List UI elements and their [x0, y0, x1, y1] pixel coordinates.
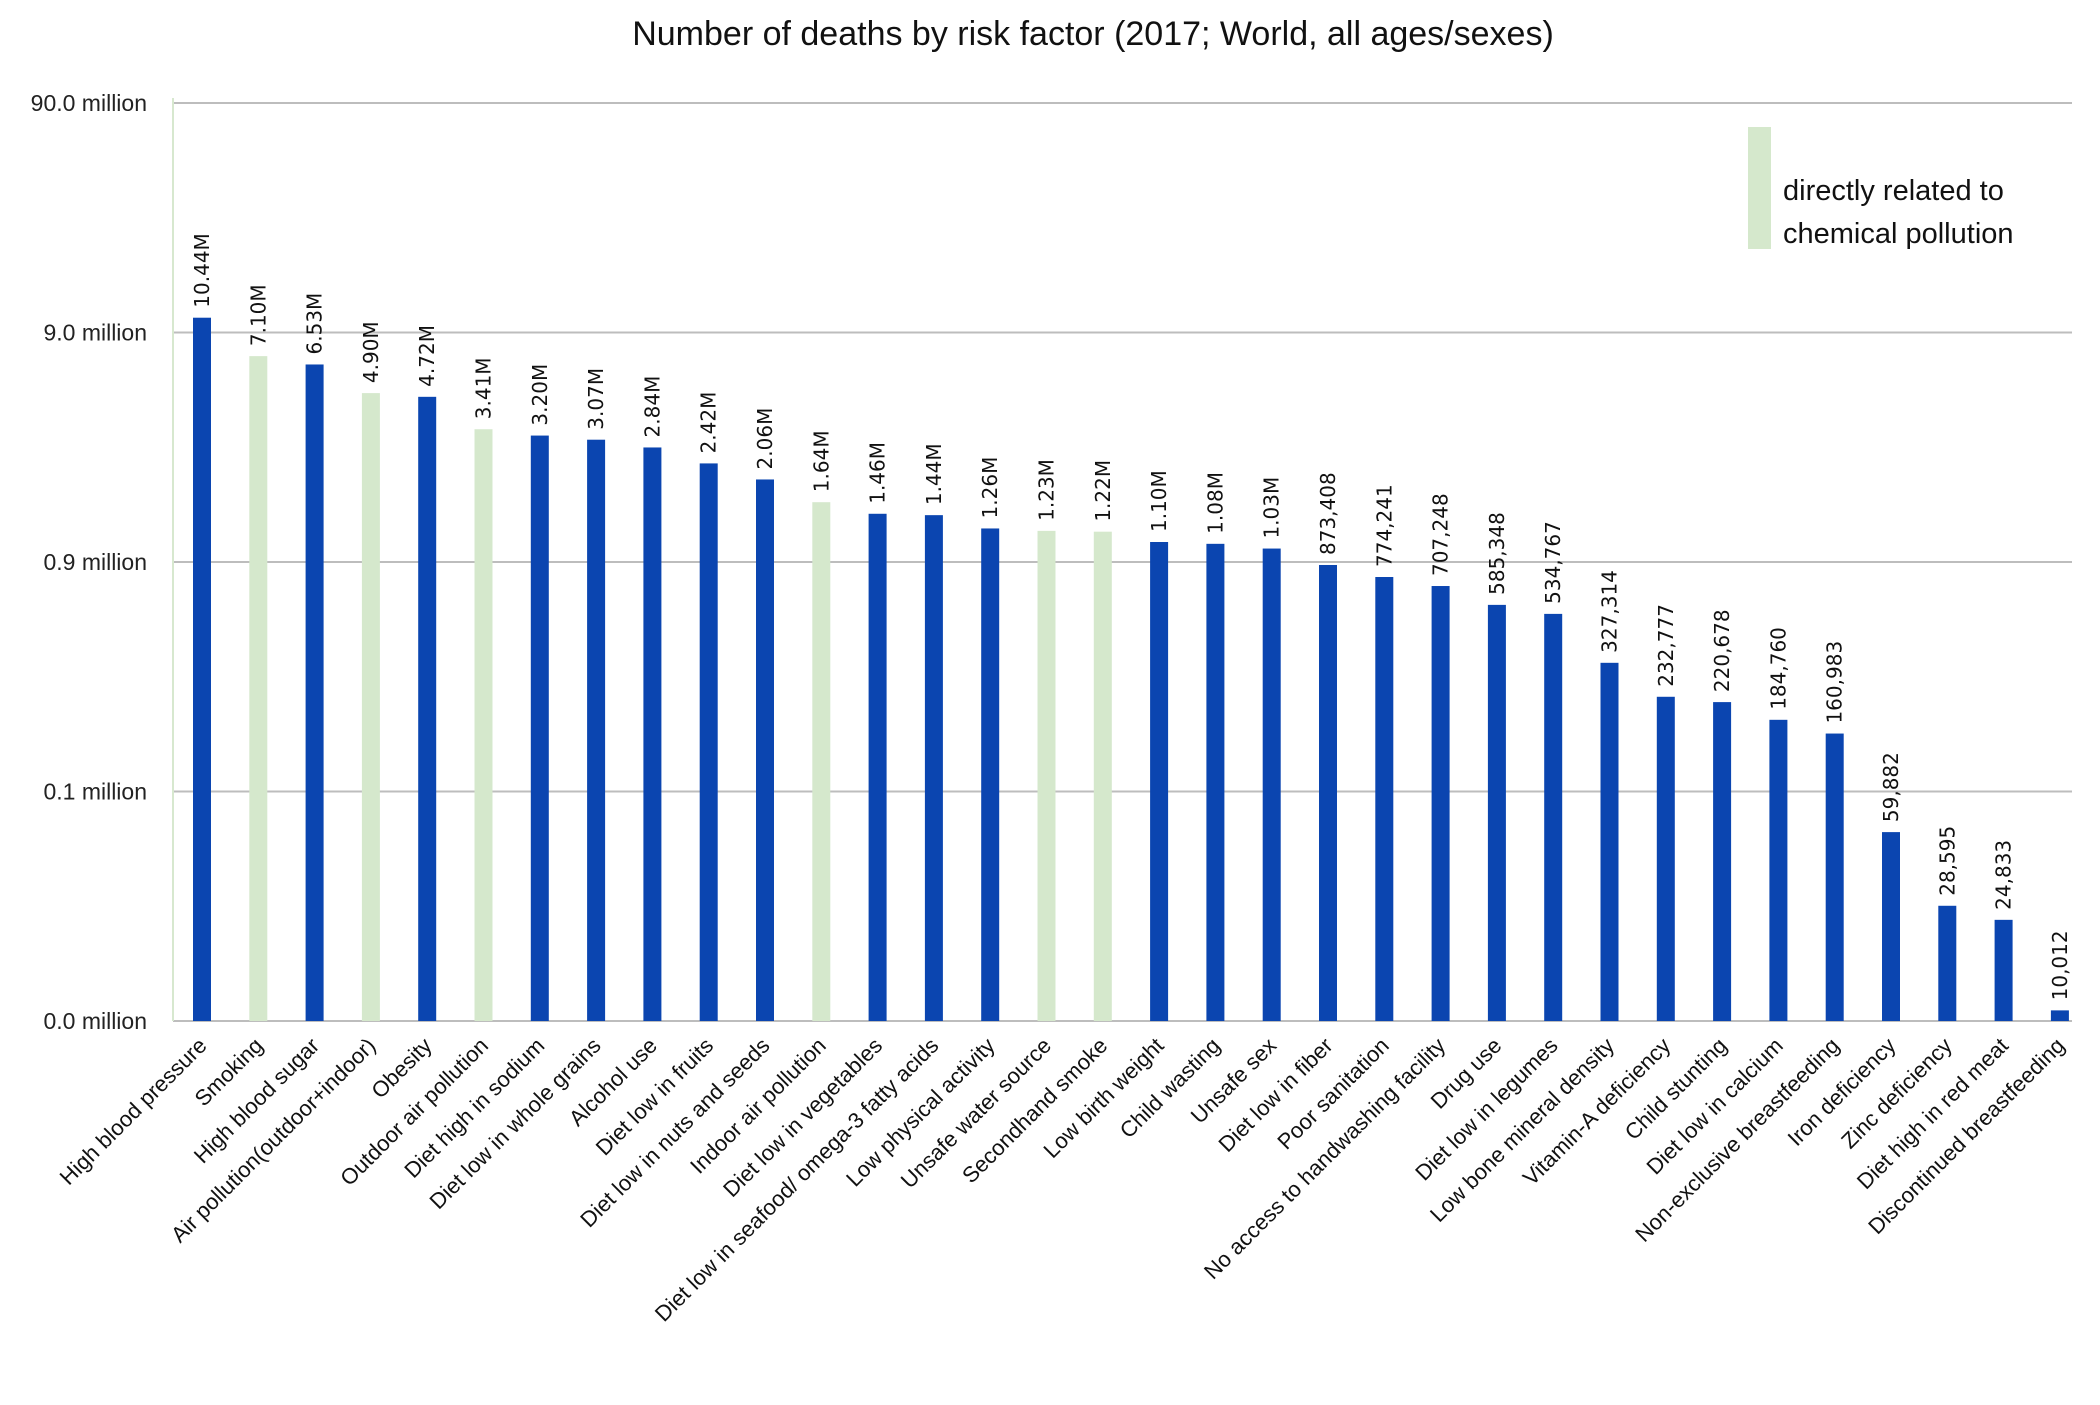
bar [1093, 531, 1112, 1021]
bar [1994, 919, 2013, 1021]
data-label: 220,678 [1710, 609, 1734, 692]
bar [1656, 696, 1675, 1021]
data-label: 1.46M [866, 442, 890, 504]
bar [924, 515, 943, 1021]
bar [418, 396, 437, 1021]
bar [1319, 564, 1337, 1021]
bar [1882, 832, 1900, 1021]
y-axis-ticks: 90.0 million 9.0 million 0.9 million 0.1 mi… [31, 90, 147, 1034]
bar [643, 447, 662, 1021]
chart-title: Number of deaths by risk factor (2017; W… [632, 15, 1554, 53]
data-label: 2.42M [697, 392, 721, 454]
bar [1206, 543, 1225, 1021]
data-label: 4.90M [359, 321, 383, 383]
data-label: 2.06M [753, 408, 777, 470]
y-tick-label: 90.0 million [31, 90, 147, 116]
data-label: 3.20M [528, 364, 552, 426]
data-label: 1.08M [1203, 472, 1227, 534]
bar [868, 513, 887, 1021]
legend-swatch [1748, 127, 1771, 249]
data-label: 2.84M [640, 376, 664, 438]
data-label: 1.22M [1091, 460, 1115, 522]
legend-label-line-1: directly related to [1783, 175, 2004, 207]
bar [1544, 613, 1563, 1021]
bar [1769, 719, 1788, 1021]
data-label: 534,767 [1541, 521, 1565, 604]
bar [1431, 586, 1450, 1021]
data-label: 3.41M [472, 357, 496, 419]
data-label: 1.44M [922, 443, 946, 505]
data-label: 1.10M [1147, 470, 1171, 532]
data-label: 24,833 [1992, 840, 2016, 910]
data-label: 1.03M [1260, 477, 1284, 539]
data-label: 7.10M [246, 284, 270, 346]
data-label: 160,983 [1823, 641, 1847, 724]
legend: directly related to chemical pollution [1748, 127, 2014, 250]
bar [1375, 577, 1394, 1021]
bar [1487, 604, 1506, 1021]
bar [1037, 530, 1056, 1021]
x-tick-label: High blood pressure [55, 1033, 212, 1190]
data-label: 585,348 [1485, 512, 1509, 595]
data-label: 184,760 [1766, 627, 1790, 710]
bar [981, 528, 1000, 1021]
bar [530, 435, 549, 1021]
bar [756, 479, 774, 1021]
data-label: 774,241 [1372, 484, 1396, 567]
bar [193, 317, 211, 1021]
data-label: 1.26M [978, 457, 1002, 519]
bar [1600, 662, 1619, 1021]
data-label: 28,595 [1935, 826, 1959, 896]
data-label: 707,248 [1429, 493, 1453, 576]
bar [1825, 733, 1844, 1021]
bar [1713, 702, 1732, 1021]
bar [1262, 548, 1281, 1021]
data-label: 4.72M [415, 325, 439, 387]
data-label: 10,012 [2048, 930, 2072, 1000]
bar [1938, 905, 1957, 1021]
legend-label-line-2: chemical pollution [1783, 218, 2014, 250]
y-tick-label: 0.1 million [43, 779, 147, 805]
bar [2050, 1010, 2069, 1021]
bar [812, 502, 831, 1021]
bar [249, 356, 268, 1021]
bar [305, 364, 324, 1021]
y-tick-label: 9.0 million [43, 320, 147, 346]
bar [474, 429, 493, 1021]
data-label: 327,314 [1598, 570, 1622, 653]
bar [361, 393, 380, 1022]
data-label: 3.07M [584, 368, 608, 430]
bar [699, 463, 718, 1021]
bar [587, 439, 606, 1021]
data-label: 6.53M [303, 293, 327, 355]
bars [193, 317, 2069, 1022]
data-label: 1.23M [1035, 459, 1059, 521]
y-tick-label: 0.0 million [43, 1008, 147, 1034]
data-label: 232,777 [1654, 604, 1678, 687]
data-label: 873,408 [1316, 472, 1340, 555]
bar [1150, 541, 1169, 1021]
data-label: 10.44M [190, 233, 214, 308]
data-label: 59,882 [1879, 752, 1903, 822]
data-labels: 10.44M 7.10M 6.53M 4.90M 4.72M 3.41M 3.20M 3.07… [190, 233, 2072, 1000]
y-tick-label: 0.9 million [43, 549, 147, 575]
data-label: 1.64M [809, 430, 833, 492]
